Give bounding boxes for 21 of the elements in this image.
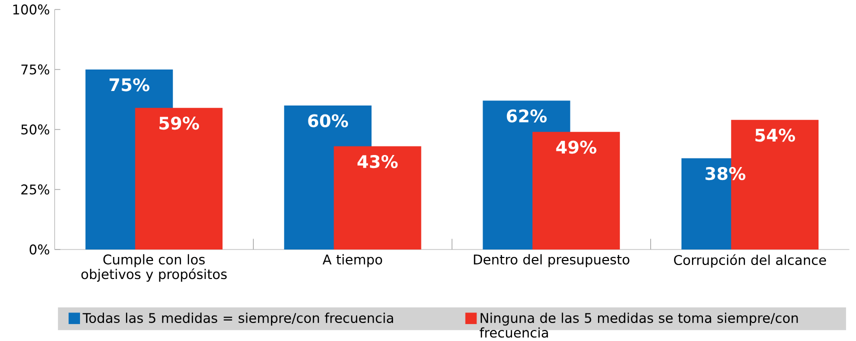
data-label: 59% [159,116,200,130]
data-label: 49% [556,140,596,154]
legend-label: Todas las 5 medidas = siempre/con frecuencia [82,312,394,326]
y-tick-label: 25% [21,184,50,194]
data-label: 54% [755,128,796,142]
data-label: 43% [358,154,398,168]
bar [532,132,620,250]
x-tick-label: A tiempo [322,254,382,267]
data-label: 75% [110,78,150,92]
bar [334,146,422,250]
data-label: 60% [308,114,348,128]
x-tick-label: Corrupción del alcance [674,254,826,268]
y-tick-label: 75% [21,64,50,74]
y-tick-label: 0% [30,244,50,254]
y-tick-label: 50% [21,124,50,134]
x-tick-label: Dentro del presupuesto [474,254,630,267]
x-tick-label: Cumple con los objetivos y propósitos [81,254,227,282]
y-tick-label: 100% [13,4,50,14]
legend-label: Ninguna de las 5 medidas se toma siempre/con frecuencia [480,312,798,338]
data-label: 62% [506,109,547,122]
bar [135,108,223,250]
